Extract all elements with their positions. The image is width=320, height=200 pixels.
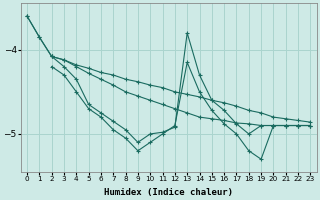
X-axis label: Humidex (Indice chaleur): Humidex (Indice chaleur): [104, 188, 233, 197]
